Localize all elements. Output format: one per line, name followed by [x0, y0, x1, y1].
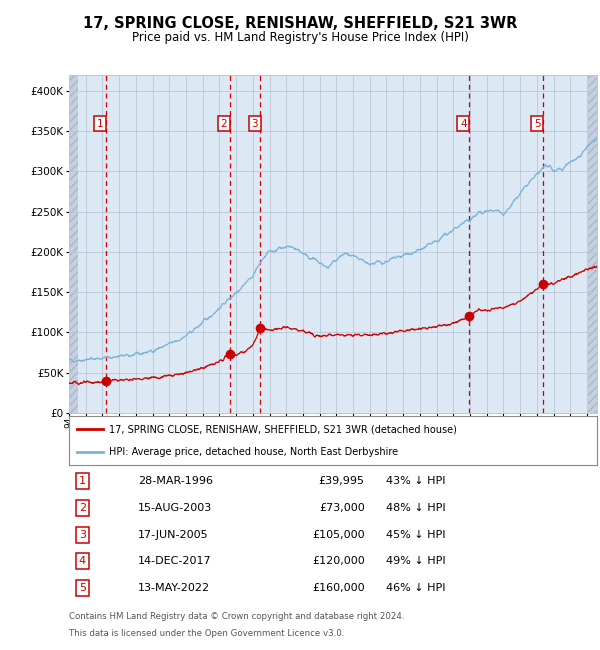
Text: £105,000: £105,000: [312, 530, 365, 540]
Text: £120,000: £120,000: [312, 556, 365, 566]
Text: 17, SPRING CLOSE, RENISHAW, SHEFFIELD, S21 3WR (detached house): 17, SPRING CLOSE, RENISHAW, SHEFFIELD, S…: [109, 424, 457, 434]
Text: 45% ↓ HPI: 45% ↓ HPI: [386, 530, 445, 540]
Text: 46% ↓ HPI: 46% ↓ HPI: [386, 583, 445, 593]
Text: 3: 3: [251, 119, 258, 129]
Text: £39,995: £39,995: [319, 476, 365, 486]
Text: 48% ↓ HPI: 48% ↓ HPI: [386, 503, 445, 513]
Text: HPI: Average price, detached house, North East Derbyshire: HPI: Average price, detached house, Nort…: [109, 447, 398, 456]
Text: 5: 5: [534, 119, 541, 129]
Text: 49% ↓ HPI: 49% ↓ HPI: [386, 556, 445, 566]
Text: 13-MAY-2022: 13-MAY-2022: [137, 583, 210, 593]
Text: 15-AUG-2003: 15-AUG-2003: [137, 503, 212, 513]
Text: Price paid vs. HM Land Registry's House Price Index (HPI): Price paid vs. HM Land Registry's House …: [131, 31, 469, 44]
Bar: [69, 75, 78, 413]
Text: 2: 2: [79, 503, 86, 513]
Text: 17-JUN-2005: 17-JUN-2005: [137, 530, 208, 540]
Text: 4: 4: [79, 556, 86, 566]
Text: 1: 1: [97, 119, 104, 129]
Text: 28-MAR-1996: 28-MAR-1996: [137, 476, 212, 486]
Text: 4: 4: [460, 119, 467, 129]
Text: 17, SPRING CLOSE, RENISHAW, SHEFFIELD, S21 3WR: 17, SPRING CLOSE, RENISHAW, SHEFFIELD, S…: [83, 16, 517, 31]
Text: Contains HM Land Registry data © Crown copyright and database right 2024.: Contains HM Land Registry data © Crown c…: [69, 612, 404, 621]
Bar: [588, 75, 597, 413]
Text: This data is licensed under the Open Government Licence v3.0.: This data is licensed under the Open Gov…: [69, 629, 344, 638]
Text: 2: 2: [221, 119, 227, 129]
Text: £160,000: £160,000: [312, 583, 365, 593]
Text: 5: 5: [79, 583, 86, 593]
Text: 1: 1: [79, 476, 86, 486]
Text: £73,000: £73,000: [319, 503, 365, 513]
Text: 14-DEC-2017: 14-DEC-2017: [137, 556, 211, 566]
Text: 43% ↓ HPI: 43% ↓ HPI: [386, 476, 445, 486]
Text: 3: 3: [79, 530, 86, 540]
